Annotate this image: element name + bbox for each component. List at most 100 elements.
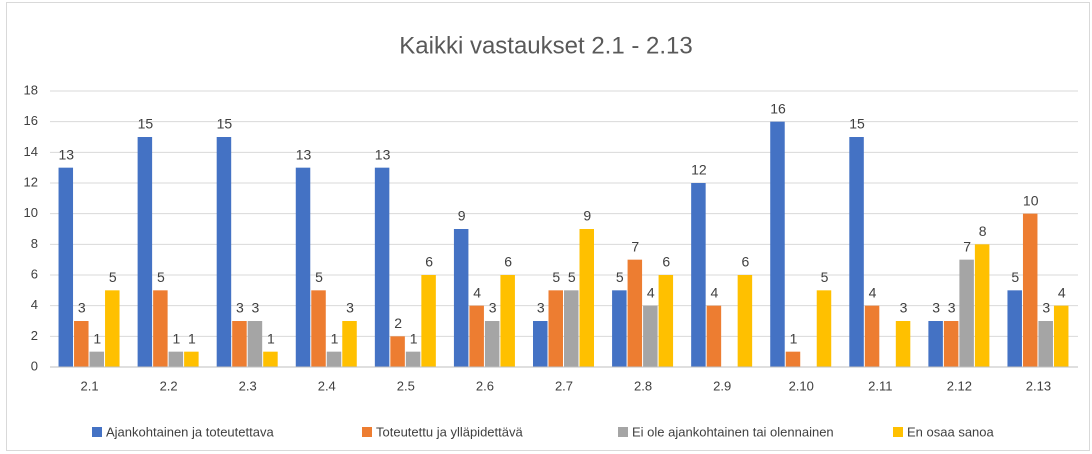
data-label: 4 <box>711 284 719 300</box>
data-label: 7 <box>631 238 639 254</box>
bar <box>232 321 247 367</box>
bar <box>374 167 390 367</box>
data-label: 3 <box>346 300 354 316</box>
y-tick-label: 8 <box>31 236 38 251</box>
bar <box>579 229 594 367</box>
bar <box>548 290 563 367</box>
data-label: 15 <box>849 116 865 132</box>
bar <box>484 321 500 367</box>
x-tick-label: 2.5 <box>397 378 415 393</box>
data-label: 1 <box>790 330 798 346</box>
bar <box>737 275 753 367</box>
bar <box>469 305 484 367</box>
data-label: 6 <box>742 254 750 270</box>
y-tick-label: 10 <box>24 205 38 220</box>
bar <box>627 259 643 367</box>
chart-title: Kaikki vastaukset 2.1 - 2.13 <box>399 32 692 59</box>
data-label: 6 <box>662 254 670 270</box>
bar <box>184 351 199 367</box>
data-label: 1 <box>188 330 196 346</box>
legend-label: Toteutettu ja ylläpidettävä <box>376 424 523 439</box>
x-tick-label: 2.13 <box>1026 378 1051 393</box>
x-tick-label: 2.12 <box>947 378 972 393</box>
bar <box>1022 213 1038 367</box>
bar <box>1053 305 1069 367</box>
bar <box>342 321 357 367</box>
bar <box>691 183 706 367</box>
bar <box>295 167 311 367</box>
data-label: 9 <box>583 208 591 224</box>
data-label: 3 <box>900 300 908 316</box>
x-tick-label: 2.9 <box>713 378 731 393</box>
data-label: 1 <box>172 330 180 346</box>
bar <box>974 244 990 367</box>
legend-label: En osaa sanoa <box>907 424 995 439</box>
x-tick-label: 2.8 <box>634 378 652 393</box>
x-tick-label: 2.1 <box>80 378 98 393</box>
y-tick-label: 4 <box>31 297 38 312</box>
data-label: 5 <box>616 269 624 285</box>
bar <box>247 321 263 367</box>
data-label: 6 <box>504 254 512 270</box>
data-label: 2 <box>394 315 402 331</box>
data-label: 9 <box>458 208 466 224</box>
x-tick-label: 2.2 <box>160 378 178 393</box>
bar <box>421 275 436 367</box>
x-tick-label: 2.10 <box>789 378 814 393</box>
data-label: 5 <box>552 269 560 285</box>
data-label: 3 <box>1042 300 1050 316</box>
bar <box>564 290 579 367</box>
data-label: 1 <box>93 330 101 346</box>
data-label: 3 <box>78 300 86 316</box>
data-label: 6 <box>425 254 433 270</box>
bar <box>263 351 278 367</box>
data-label: 3 <box>932 300 940 316</box>
data-label: 3 <box>537 300 545 316</box>
bar <box>785 351 801 367</box>
y-tick-label: 18 <box>24 82 38 97</box>
data-label: 3 <box>252 300 260 316</box>
legend-label: Ei ole ajankohtainen tai olennainen <box>632 424 834 439</box>
bar <box>849 137 864 367</box>
data-label: 1 <box>331 330 339 346</box>
data-label: 5 <box>109 269 117 285</box>
data-label: 4 <box>647 284 655 300</box>
bar <box>643 305 658 367</box>
data-label: 1 <box>410 330 418 346</box>
data-label: 5 <box>157 269 165 285</box>
bar <box>105 290 120 367</box>
x-tick-label: 2.6 <box>476 378 494 393</box>
bar <box>959 259 974 367</box>
y-tick-label: 0 <box>31 358 38 373</box>
x-tick-label: 2.3 <box>239 378 257 393</box>
data-label: 13 <box>296 146 312 162</box>
bar <box>153 290 168 367</box>
data-label: 10 <box>1023 192 1039 208</box>
bar <box>928 321 943 367</box>
legend-label: Ajankohtainen ja toteutettava <box>106 424 274 439</box>
data-label: 15 <box>138 116 154 132</box>
data-label: 3 <box>489 300 497 316</box>
bar <box>816 290 832 367</box>
bar <box>1007 290 1022 367</box>
data-label: 13 <box>375 146 391 162</box>
chart-border <box>6 2 1090 451</box>
x-tick-label: 2.11 <box>868 378 892 393</box>
data-label: 4 <box>1058 284 1066 300</box>
data-label: 15 <box>217 116 233 132</box>
data-label: 3 <box>236 300 244 316</box>
legend-swatch <box>362 427 372 437</box>
bar <box>864 305 880 367</box>
bar <box>612 290 627 367</box>
data-label: 4 <box>869 284 877 300</box>
bar <box>311 290 326 367</box>
data-label: 13 <box>58 146 74 162</box>
bar <box>390 336 405 367</box>
data-label: 12 <box>691 162 707 178</box>
y-tick-label: 14 <box>24 144 38 159</box>
y-tick-label: 12 <box>24 174 38 189</box>
bar <box>326 351 342 367</box>
x-tick-label: 2.4 <box>318 378 336 393</box>
bar <box>706 305 722 367</box>
legend-swatch <box>618 427 628 437</box>
